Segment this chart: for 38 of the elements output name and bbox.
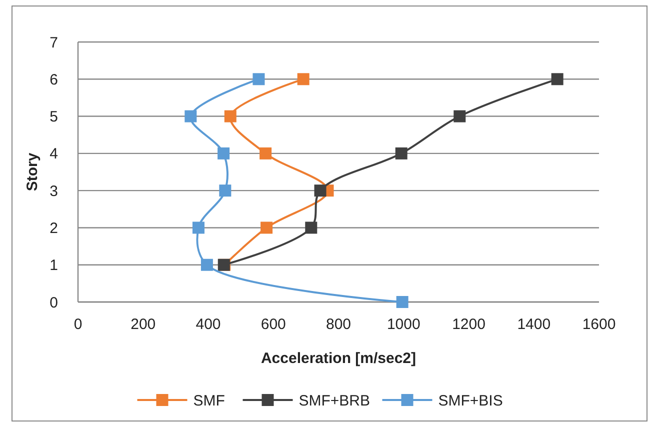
- y-tick-label: 5: [50, 108, 58, 126]
- point: [395, 147, 408, 160]
- point: [224, 110, 236, 122]
- point: [184, 110, 197, 122]
- point: [314, 184, 326, 197]
- x-tick-label: 600: [260, 316, 286, 333]
- x-tick-label: 200: [130, 316, 156, 333]
- x-tick-label: 1400: [517, 316, 551, 333]
- x-tick-label: 0: [74, 316, 82, 333]
- x-tick-label: 1000: [386, 316, 420, 333]
- point: [219, 184, 232, 197]
- legend-label: SMF: [193, 392, 225, 410]
- point: [200, 258, 213, 271]
- point: [297, 73, 310, 86]
- y-tick-label: 7: [50, 34, 58, 52]
- y-axis-title: Story: [24, 152, 41, 192]
- x-axis-title: Acceleration [m/sec2]: [260, 350, 416, 367]
- y-tick-label: 3: [50, 182, 58, 200]
- x-tick-label: 1200: [452, 316, 486, 333]
- point: [218, 147, 230, 160]
- y-tick-label: 2: [50, 220, 58, 237]
- point: [192, 222, 204, 234]
- point: [454, 110, 466, 122]
- y-tick-label: 1: [50, 257, 58, 274]
- x-tick-label: 800: [326, 316, 352, 333]
- legend-label: SMF+BIS: [438, 392, 503, 410]
- y-tick-label: 6: [50, 71, 58, 88]
- y-tick-label: 4: [50, 146, 58, 163]
- point: [551, 73, 564, 86]
- y-tick-label: 0: [50, 294, 58, 312]
- point: [252, 73, 265, 86]
- x-tick-label: 400: [196, 316, 221, 333]
- point: [260, 147, 272, 160]
- legend-label: SMF+BRB: [298, 392, 370, 410]
- x-tick-label: 1600: [582, 316, 616, 333]
- point: [396, 296, 408, 308]
- point: [260, 222, 273, 234]
- point: [305, 222, 318, 234]
